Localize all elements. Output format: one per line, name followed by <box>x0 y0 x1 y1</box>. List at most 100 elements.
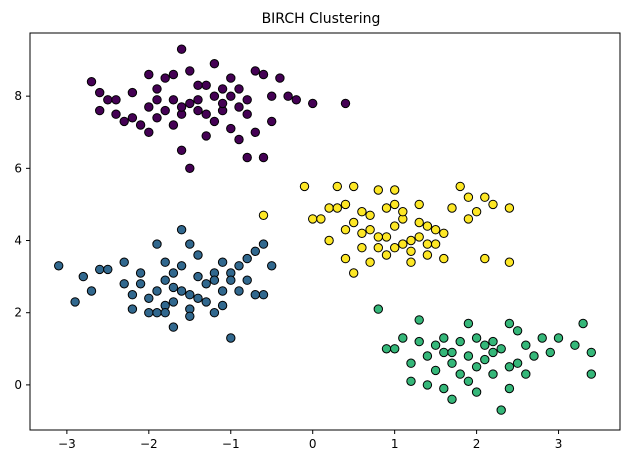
cluster-0-point <box>193 95 203 105</box>
cluster-3-point <box>488 199 498 210</box>
cluster-0-point <box>168 120 179 130</box>
cluster-0-point <box>152 113 162 123</box>
cluster-1-point <box>226 333 236 343</box>
cluster-3-point <box>463 192 474 202</box>
cluster-2-point <box>512 326 523 336</box>
cluster-2-point <box>496 405 506 415</box>
cluster-3-point <box>324 235 334 246</box>
cluster-1-point <box>185 290 195 300</box>
cluster-0-point <box>160 73 170 83</box>
cluster-2-point <box>390 344 400 354</box>
cluster-0-point <box>267 116 277 127</box>
cluster-2-point <box>504 318 515 329</box>
cluster-0-point <box>201 131 211 141</box>
cluster-2-point <box>488 336 498 347</box>
cluster-3-point <box>349 268 359 278</box>
cluster-2-point <box>512 358 523 368</box>
cluster-0-point <box>209 59 220 69</box>
cluster-1-point <box>185 239 195 249</box>
cluster-3-point <box>430 225 441 235</box>
cluster-3-point <box>406 235 416 246</box>
cluster-2-point <box>447 358 457 368</box>
x-tick-label: 2 <box>473 437 481 451</box>
cluster-0-point <box>95 87 105 98</box>
cluster-1-point <box>168 297 179 307</box>
cluster-3-point <box>430 239 441 249</box>
cluster-0-point <box>242 109 252 119</box>
cluster-2-point <box>439 333 449 343</box>
cluster-3-point <box>480 192 490 202</box>
cluster-1-point <box>152 286 162 296</box>
cluster-1-point <box>242 275 252 285</box>
cluster-2-point <box>529 351 539 361</box>
cluster-2-point <box>447 394 457 404</box>
cluster-0-point <box>234 134 244 145</box>
cluster-0-point <box>86 77 97 87</box>
cluster-1-point <box>86 286 97 296</box>
x-tick-label: 0 <box>309 437 317 451</box>
cluster-2-point <box>398 333 408 343</box>
cluster-2-point <box>586 369 596 379</box>
cluster-3-point <box>357 228 367 239</box>
cluster-2-point <box>406 376 416 386</box>
cluster-0-point <box>226 123 236 134</box>
cluster-2-point <box>570 340 580 350</box>
cluster-0-point <box>119 116 129 127</box>
cluster-1-point <box>119 257 129 267</box>
cluster-1-point <box>234 261 244 271</box>
cluster-1-point <box>250 290 261 300</box>
cluster-0-point <box>111 109 121 119</box>
cluster-1-point <box>152 239 162 249</box>
cluster-3-point <box>349 181 359 192</box>
cluster-2-point <box>463 318 474 329</box>
cluster-0-point <box>193 80 203 91</box>
cluster-3-point <box>406 246 416 257</box>
y-tick-label: 0 <box>14 378 22 392</box>
y-tick-label: 2 <box>14 306 22 320</box>
cluster-3-point <box>390 199 400 210</box>
cluster-3-point <box>422 250 433 260</box>
cluster-0-point <box>217 98 228 109</box>
cluster-3-point <box>340 199 351 210</box>
cluster-1-point <box>152 308 162 318</box>
cluster-1-point <box>95 264 105 275</box>
cluster-0-point <box>201 80 211 91</box>
x-tick-label: −3 <box>58 437 76 451</box>
cluster-0-point <box>226 73 236 83</box>
cluster-0-point <box>340 98 351 109</box>
cluster-1-point <box>103 264 113 275</box>
cluster-1-point <box>160 257 170 267</box>
cluster-1-point <box>168 282 179 293</box>
cluster-1-point <box>242 253 252 264</box>
chart-title: BIRCH Clustering <box>262 11 381 27</box>
cluster-1-point <box>160 308 170 318</box>
cluster-0-point <box>201 109 211 119</box>
cluster-2-point <box>430 340 441 350</box>
cluster-1-point <box>135 268 146 278</box>
cluster-3-point <box>365 257 375 267</box>
cluster-0-point <box>258 152 269 163</box>
cluster-0-point <box>176 44 187 54</box>
cluster-3-point <box>504 257 515 267</box>
cluster-1-point <box>193 250 203 260</box>
cluster-3-point <box>422 239 433 249</box>
cluster-2-point <box>586 347 596 358</box>
cluster-1-point <box>217 257 228 267</box>
cluster-1-point <box>209 275 220 285</box>
cluster-1-point <box>135 279 146 289</box>
cluster-2-point <box>373 304 383 314</box>
cluster-1-point <box>168 268 179 278</box>
cluster-2-point <box>439 347 449 358</box>
cluster-3-point <box>390 221 400 231</box>
cluster-0-point <box>185 98 195 109</box>
cluster-2-point <box>422 380 433 390</box>
cluster-1-point <box>54 261 64 271</box>
cluster-1-point <box>201 279 211 289</box>
axes-layer: −3 −2 −1 0 1 2 3 0 2 4 6 8 <box>14 32 621 451</box>
cluster-3-point <box>381 250 392 260</box>
cluster-3-point <box>390 243 400 253</box>
cluster-0-point <box>185 163 195 174</box>
cluster-0-point <box>135 120 146 130</box>
cluster-0-point <box>127 113 138 123</box>
